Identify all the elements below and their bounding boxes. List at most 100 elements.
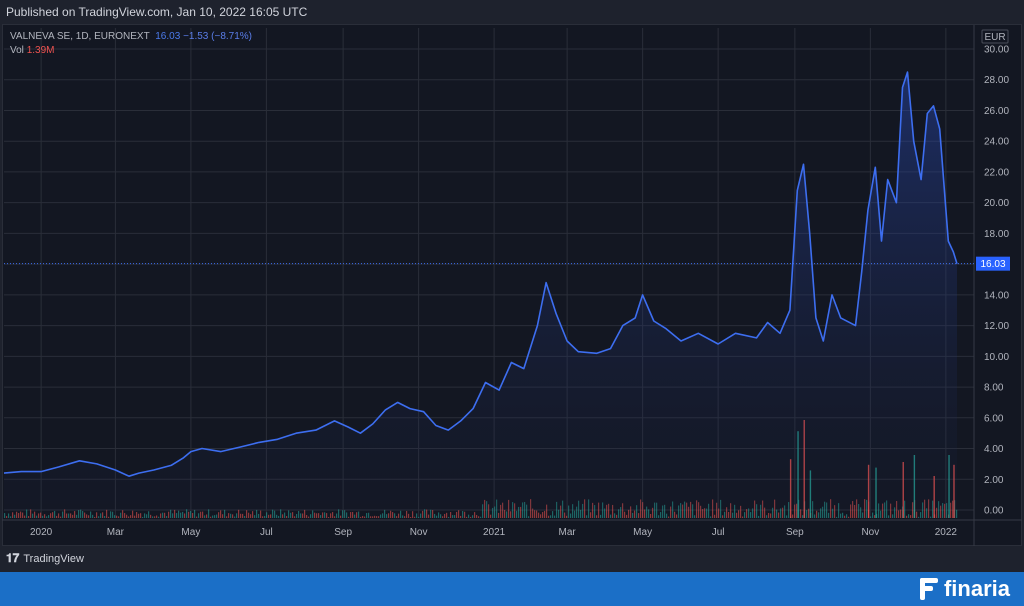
volume-bar bbox=[350, 512, 352, 518]
volume-bar bbox=[500, 504, 502, 518]
volume-bar bbox=[338, 509, 340, 518]
volume-bar bbox=[620, 507, 622, 518]
volume-bar bbox=[92, 514, 94, 518]
volume-bar bbox=[422, 510, 424, 518]
tradingview-mark-icon: 𝟏𝟕 bbox=[6, 551, 20, 565]
volume-bar bbox=[166, 516, 168, 518]
volume-bar bbox=[118, 516, 120, 518]
volume-bar bbox=[438, 512, 440, 518]
volume-value: 1.39M bbox=[26, 45, 55, 56]
price-chart[interactable]: 0.002.004.006.008.0010.0012.0014.0016.00… bbox=[0, 0, 1024, 546]
volume-bar bbox=[232, 514, 234, 518]
volume-bar bbox=[570, 513, 572, 518]
volume-bar bbox=[456, 511, 458, 518]
volume-bar bbox=[428, 514, 430, 518]
tradingview-logo[interactable]: 𝟏𝟕 TradingView bbox=[6, 551, 84, 566]
footer-bar: 𝟏𝟕 TradingView bbox=[0, 546, 1024, 572]
volume-bar bbox=[384, 509, 386, 518]
volume-bar bbox=[592, 502, 594, 518]
volume-bar bbox=[738, 510, 740, 518]
volume-bar bbox=[820, 508, 822, 518]
volume-bar bbox=[206, 514, 208, 518]
volume-bar bbox=[260, 510, 262, 518]
volume-bar bbox=[134, 515, 136, 518]
volume-bar bbox=[424, 509, 426, 518]
volume-bar bbox=[178, 510, 180, 518]
volume-bar bbox=[68, 513, 70, 518]
volume-bar bbox=[146, 514, 148, 518]
volume-bar bbox=[12, 512, 14, 518]
volume-bar bbox=[164, 512, 166, 518]
volume-bar bbox=[188, 511, 190, 518]
volume-bar bbox=[416, 513, 418, 518]
volume-bar bbox=[46, 516, 48, 518]
volume-bar bbox=[464, 511, 466, 518]
volume-bar bbox=[580, 509, 582, 518]
volume-bar bbox=[376, 516, 378, 518]
volume-bar bbox=[644, 509, 646, 518]
volume-bar bbox=[106, 509, 108, 518]
volume-bar bbox=[270, 514, 272, 518]
volume-bar bbox=[200, 511, 202, 518]
volume-bar bbox=[494, 506, 496, 518]
volume-bar bbox=[634, 510, 636, 518]
volume-bar bbox=[112, 511, 114, 518]
volume-bar bbox=[396, 516, 398, 518]
volume-bar bbox=[454, 515, 456, 518]
volume-bar bbox=[94, 516, 96, 518]
volume-bar bbox=[156, 515, 158, 518]
volume-bar bbox=[576, 506, 578, 518]
volume-bar bbox=[354, 514, 356, 518]
volume-bar bbox=[746, 509, 748, 518]
volume-bar bbox=[942, 503, 944, 518]
volume-bar bbox=[582, 503, 584, 518]
y-tick-label: 28.00 bbox=[984, 75, 1009, 86]
volume-bar bbox=[22, 512, 24, 518]
volume-bar bbox=[34, 511, 36, 518]
last-price-value: 16.03 bbox=[155, 31, 181, 42]
volume-bar bbox=[296, 513, 298, 518]
finaria-logo[interactable]: finaria bbox=[919, 576, 1010, 602]
last-price-tag bbox=[976, 256, 1010, 271]
volume-bar bbox=[130, 515, 132, 518]
volume-bar bbox=[330, 513, 332, 518]
volume-bar bbox=[742, 516, 744, 518]
volume-bar bbox=[568, 505, 570, 518]
volume-bar bbox=[60, 516, 62, 518]
volume-bar bbox=[730, 503, 732, 518]
volume-bar bbox=[254, 515, 256, 518]
volume-bar bbox=[268, 514, 270, 518]
volume-bar bbox=[892, 514, 894, 518]
volume-bar bbox=[458, 510, 460, 518]
volume-bar bbox=[340, 515, 342, 518]
volume-bar bbox=[870, 516, 872, 518]
volume-bar bbox=[760, 504, 762, 518]
volume-bar bbox=[474, 512, 476, 518]
volume-bar bbox=[906, 515, 908, 518]
volume-bar bbox=[306, 515, 308, 518]
volume-bar bbox=[212, 515, 214, 518]
volume-bar bbox=[662, 505, 664, 518]
y-tick-label: 30.00 bbox=[984, 45, 1009, 56]
volume-bar bbox=[940, 505, 942, 518]
volume-bar bbox=[554, 515, 556, 518]
volume-bar bbox=[274, 510, 276, 518]
volume-bar bbox=[394, 513, 396, 518]
volume-bar bbox=[442, 516, 444, 518]
volume-bar bbox=[162, 512, 164, 518]
volume-bar bbox=[452, 515, 454, 518]
volume-bar bbox=[44, 514, 46, 518]
volume-bar bbox=[848, 516, 850, 518]
volume-bar bbox=[292, 512, 294, 518]
volume-bar bbox=[222, 514, 224, 518]
volume-bar bbox=[64, 509, 66, 518]
volume-bar bbox=[548, 515, 550, 518]
volume-bar bbox=[498, 512, 500, 518]
volume-bar bbox=[4, 513, 6, 518]
volume-bar bbox=[744, 512, 746, 518]
y-tick-label: 0.00 bbox=[984, 506, 1004, 517]
volume-bar bbox=[6, 516, 8, 518]
volume-bar bbox=[152, 516, 154, 518]
volume-bar bbox=[228, 513, 230, 518]
volume-bar bbox=[880, 510, 882, 518]
